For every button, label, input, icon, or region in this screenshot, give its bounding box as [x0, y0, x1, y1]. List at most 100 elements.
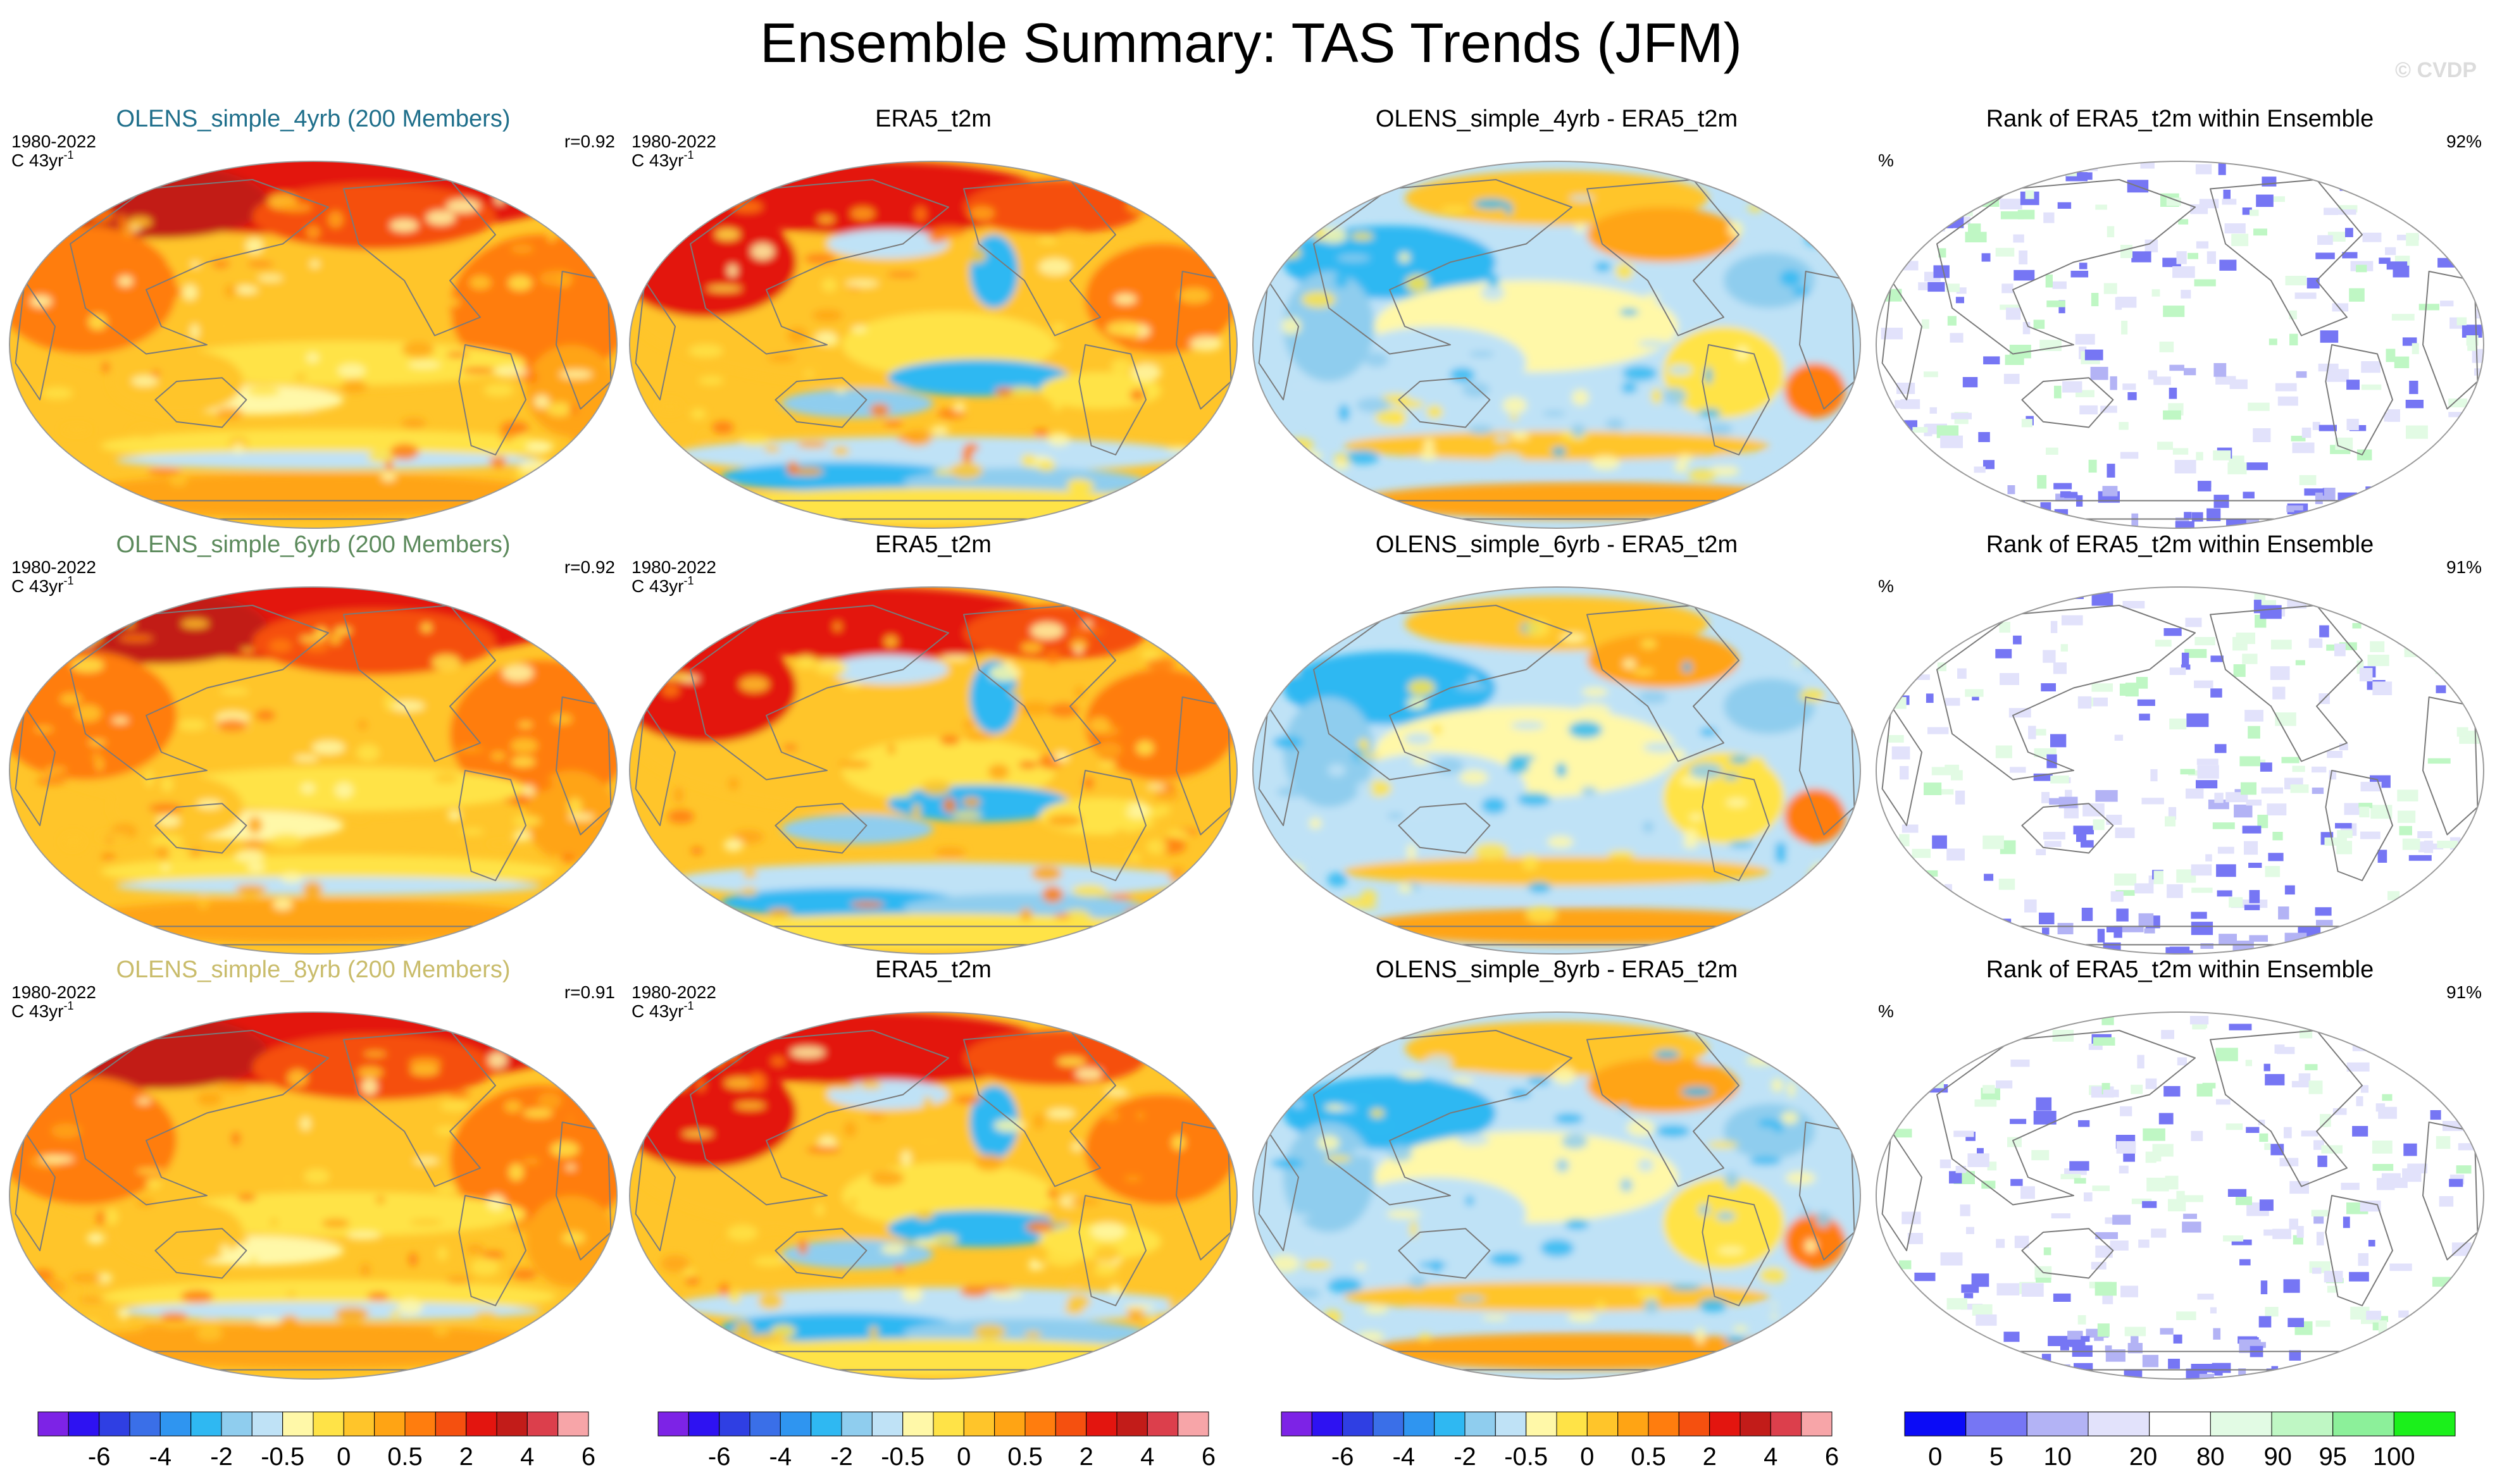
map-field: [1253, 587, 1860, 954]
rank-cell: [1972, 1038, 1984, 1049]
field-patch: [433, 1326, 449, 1336]
field-patch: [294, 373, 307, 381]
field-patch: [740, 887, 758, 896]
rank-cell: [2106, 815, 2122, 825]
colorbar-swatch: [719, 1411, 750, 1437]
field-patch: [1404, 733, 1433, 746]
field-blob: [964, 1030, 1146, 1085]
rank-cell: [2043, 212, 2055, 223]
field-patch: [198, 1319, 222, 1330]
rank-cell: [2161, 1030, 2174, 1039]
rank-cell: [2313, 513, 2331, 521]
field-patch: [520, 460, 556, 474]
rank-cell: [2105, 1345, 2112, 1353]
field-patch: [40, 1155, 75, 1163]
field-patch: [1651, 388, 1662, 404]
field-patch: [1773, 1120, 1784, 1133]
field-patch: [118, 276, 134, 287]
field-patch: [426, 210, 456, 225]
rank-cell: [2196, 241, 2209, 249]
field-patch: [682, 1130, 714, 1137]
field-patch: [1155, 805, 1171, 815]
rank-cell: [2000, 211, 2024, 220]
rank-cell: [2194, 680, 2213, 688]
rank-cell: [2060, 1340, 2069, 1351]
rank-cell: [1982, 1373, 2003, 1379]
rank-cell: [2116, 908, 2129, 922]
coastline: [1313, 1030, 1572, 1206]
rank-cell: [1973, 1359, 1982, 1369]
field-patch: [1622, 659, 1636, 669]
field-patch: [447, 297, 461, 307]
rank-cell: [2406, 425, 2428, 439]
field-patch: [321, 1218, 350, 1228]
field-patch: [111, 717, 129, 724]
panel-units: C 43yr-1: [632, 999, 694, 1021]
field-patch: [1432, 724, 1442, 735]
colorbar-swatch: [99, 1411, 130, 1437]
rank-cell: [1946, 944, 1957, 954]
field-patch: [553, 1311, 585, 1322]
rank-cell: [2229, 1023, 2252, 1030]
field-patch: [1150, 815, 1167, 825]
colorbar-swatch: [2026, 1411, 2089, 1437]
rank-cell: [2379, 1316, 2388, 1322]
rank-cell: [2467, 345, 2477, 351]
field-patch: [733, 830, 764, 844]
rank-cell: [2453, 1036, 2466, 1042]
field-patch: [568, 813, 595, 821]
coastline: [343, 1030, 496, 1187]
rank-cell: [1967, 1153, 1989, 1167]
field-patch: [921, 779, 951, 796]
rank-cell: [2239, 756, 2260, 767]
rank-cell: [2269, 338, 2277, 345]
rank-cell: [1953, 617, 1962, 631]
rank-cell: [2213, 450, 2231, 461]
rank-cell: [2155, 640, 2172, 647]
map-border: [1252, 1011, 1862, 1380]
rank-cell: [2242, 207, 2252, 215]
rank-cell: [2013, 269, 2035, 281]
rank-cell: [2181, 652, 2189, 665]
field-patch: [577, 1333, 587, 1348]
field-patch: [1006, 386, 1038, 396]
field-patch: [569, 430, 596, 446]
field-patch: [299, 636, 321, 642]
field-blob: [116, 877, 541, 896]
rank-cell: [2474, 368, 2484, 376]
field-patch: [1656, 1125, 1690, 1138]
field-blob: [1344, 1177, 1526, 1251]
rank-cell: [1938, 248, 1946, 258]
coastline: [15, 1130, 56, 1251]
rank-cell: [2356, 188, 2379, 196]
field-patch: [375, 1196, 385, 1204]
field-patch: [758, 1292, 783, 1310]
rank-cell: [2160, 1328, 2174, 1335]
panel-title: OLENS_simple_4yrb (200 Members): [116, 106, 510, 132]
rank-cell: [1962, 377, 1978, 388]
field-patch: [1178, 287, 1211, 304]
rank-cell: [2163, 410, 2181, 420]
rank-cell: [2036, 849, 2046, 855]
rank-cell: [2356, 264, 2367, 273]
field-patch: [131, 376, 158, 386]
colorbar-swatch: [1586, 1411, 1619, 1437]
field-patch: [518, 722, 533, 728]
rank-cell: [2120, 452, 2139, 459]
colorbar-swatch: [902, 1411, 934, 1437]
rank-cell: [2110, 1240, 2129, 1251]
map-border: [628, 161, 1238, 529]
field-patch: [962, 797, 981, 807]
rank-cell: [1960, 1204, 1970, 1216]
rank-cell: [1981, 253, 1991, 262]
rank-cell: [2091, 683, 2113, 692]
field-patch: [1045, 650, 1061, 665]
rank-cell: [2263, 1229, 2274, 1236]
rank-cell: [2057, 923, 2074, 934]
field-patch: [696, 1077, 706, 1091]
rank-cell: [2174, 460, 2196, 474]
field-patch: [719, 1283, 730, 1297]
rank-cell: [2077, 696, 2092, 709]
field-patch: [1764, 450, 1773, 460]
coastline: [775, 377, 868, 428]
